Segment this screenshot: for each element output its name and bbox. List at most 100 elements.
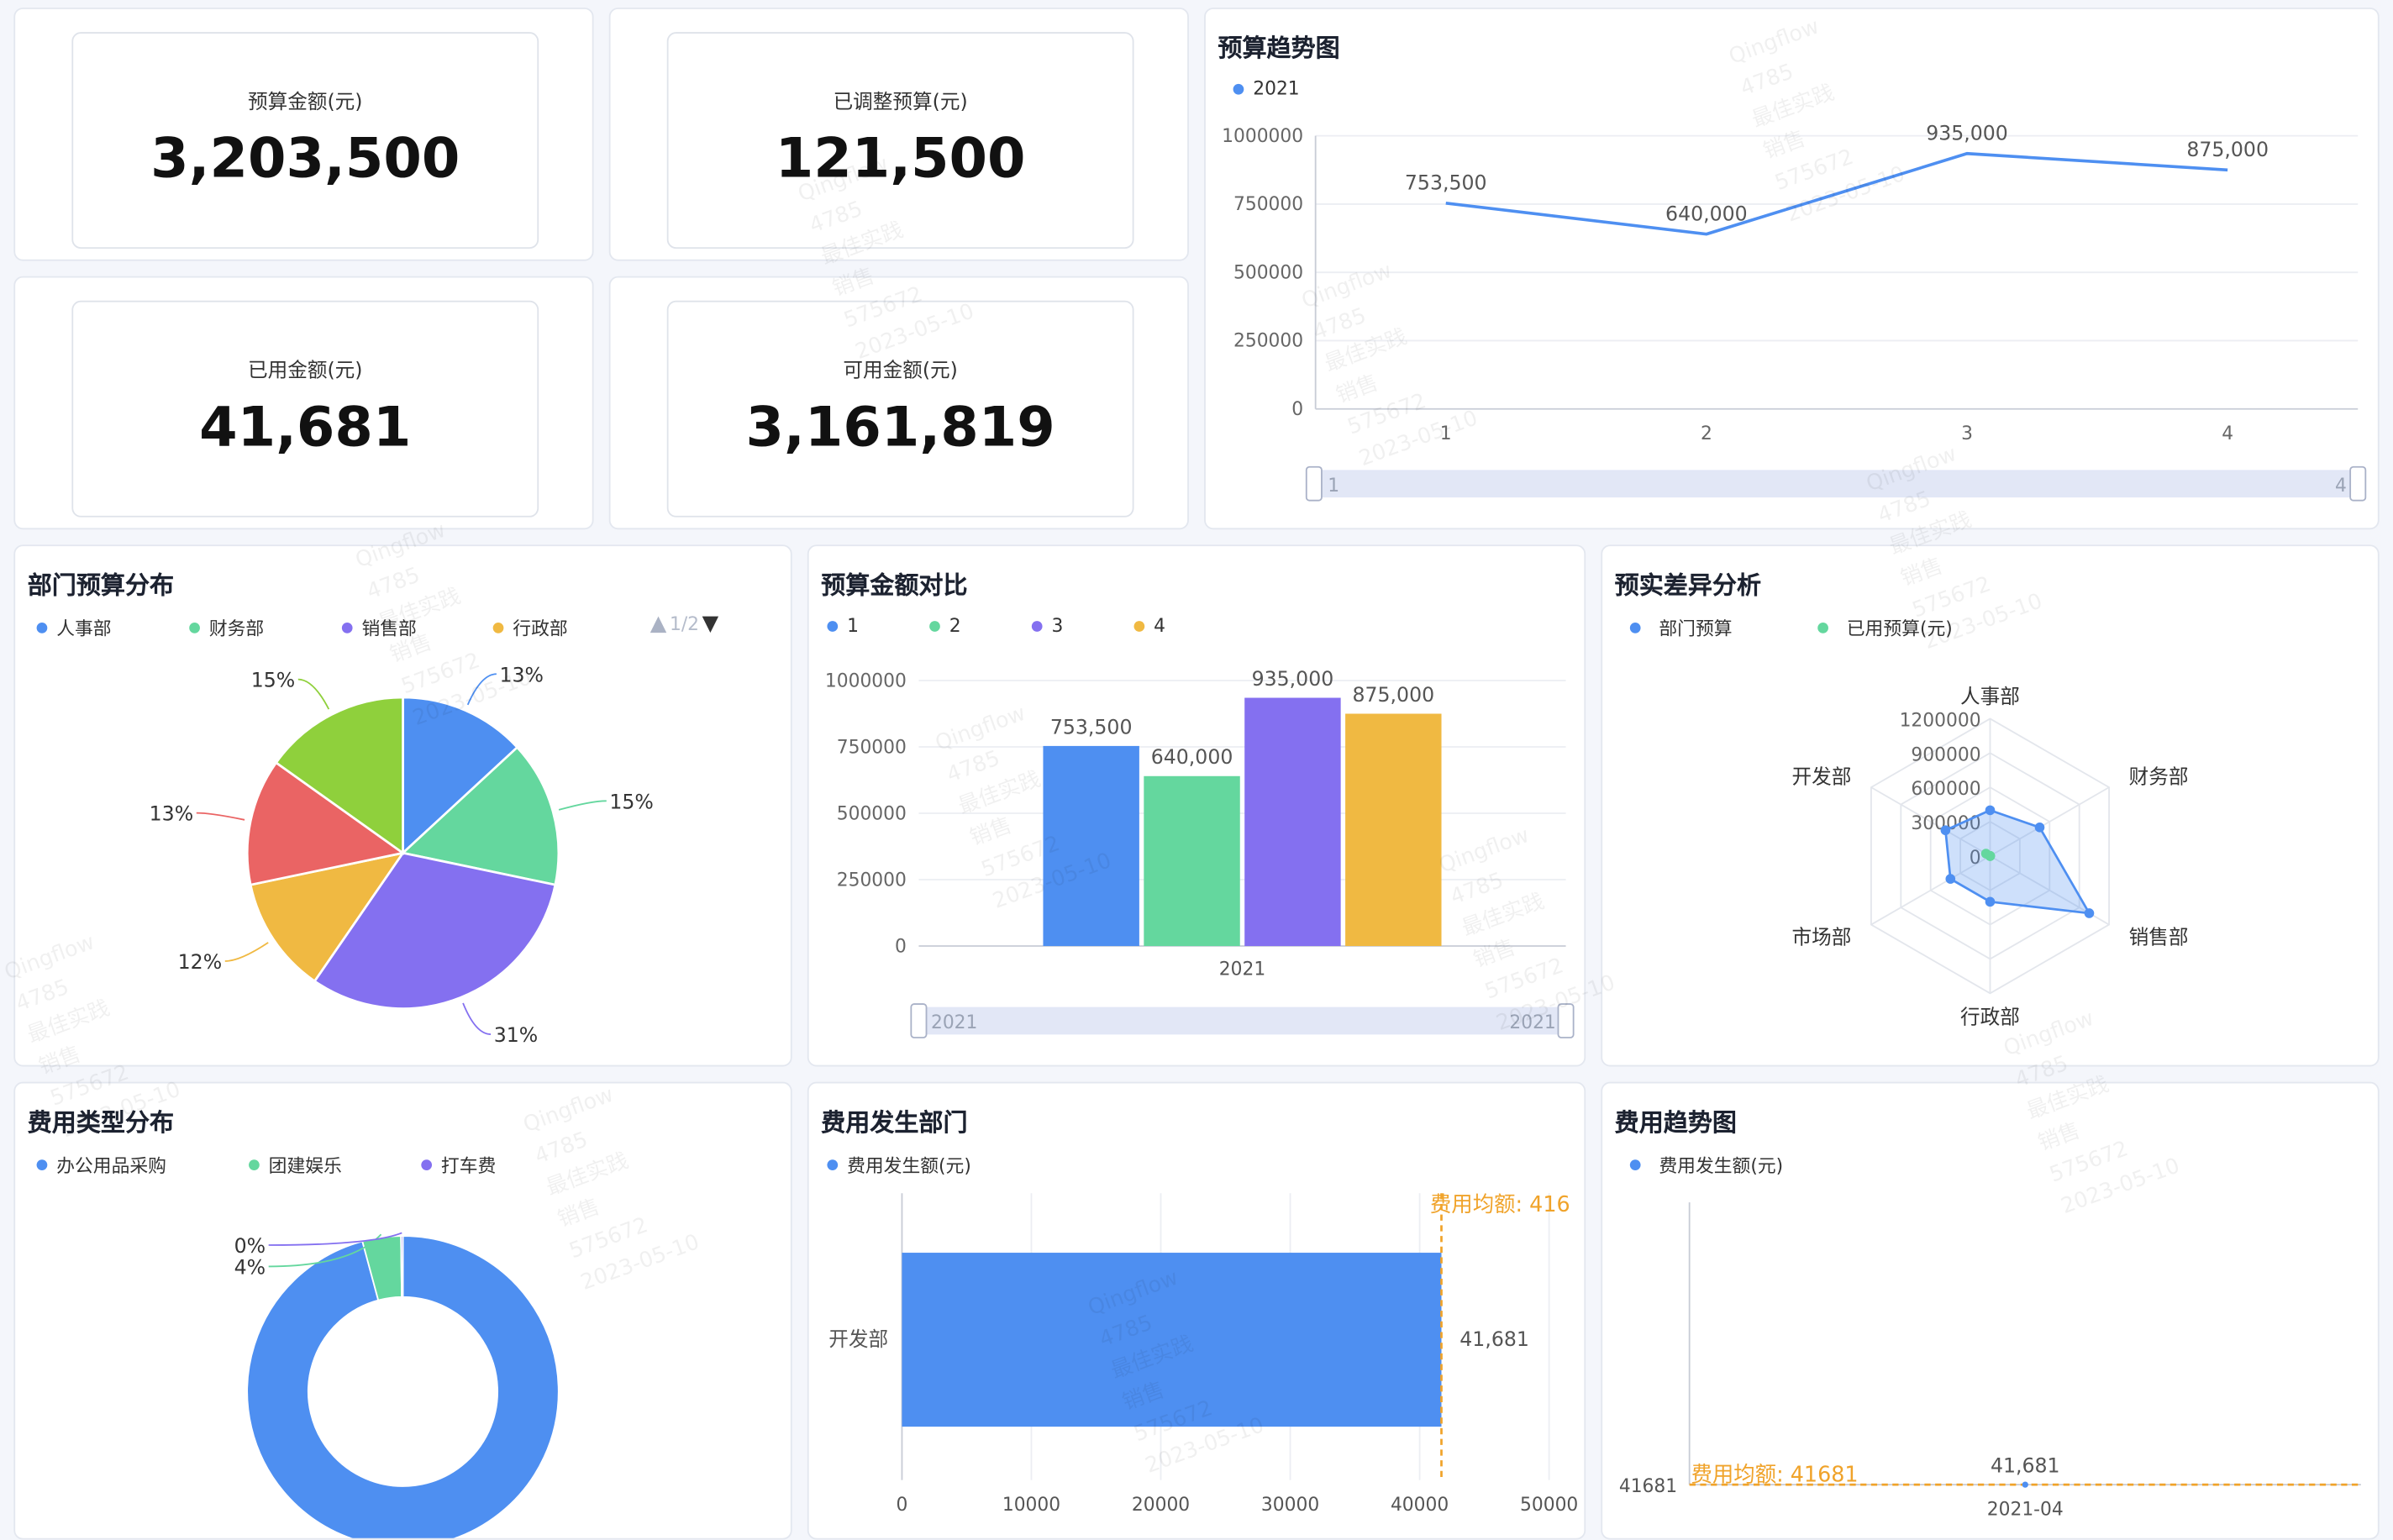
bar-series-2 (1144, 775, 1240, 947)
legend-item-2021[interactable]: 2021 (1233, 78, 1300, 99)
bar-dept (902, 1253, 1442, 1427)
legend-item[interactable]: 人事部 (36, 615, 112, 641)
x-tick-label: 10000 (1002, 1495, 1060, 1516)
kpi-label: 已调整预算(元) (833, 91, 968, 115)
zoom-slider-handle-right[interactable] (1557, 1003, 1575, 1038)
zoom-slider-end-label: 4 (2335, 476, 2347, 497)
label-leader-line (268, 1233, 382, 1268)
pie-slice (245, 760, 406, 886)
legend-label: 办公用品采购 (56, 1154, 167, 1177)
legend-item[interactable]: 部门预算 (1629, 615, 1733, 641)
data-label: 41,681 (1991, 1454, 2060, 1478)
legend-item[interactable]: 打车费 (421, 1152, 496, 1178)
legend-dot (36, 1159, 48, 1170)
average-line-label: 费用均额: 416 (1430, 1191, 1570, 1217)
legend-dot (249, 1159, 260, 1170)
zoom-slider-handle-left[interactable] (1305, 465, 1323, 502)
y-category-label: 开发部 (828, 1327, 888, 1351)
zoom-slider-end-label: 2021 (1509, 1012, 1555, 1033)
panel-title: 预实差异分析 (1614, 570, 1762, 600)
kpi-value: 3,203,500 (150, 128, 460, 192)
legend-label: 部门预算 (1659, 618, 1733, 639)
series-line-2021 (1445, 151, 2228, 236)
legend-label: 费用发生额(元) (1659, 1154, 1784, 1177)
legend-item[interactable]: 2 (929, 614, 961, 637)
radar-axis-label: 人事部 (1960, 685, 2020, 708)
zoom-slider-track[interactable] (918, 1007, 1566, 1035)
panel-title: 费用发生部门 (821, 1107, 968, 1138)
legend-item[interactable]: 费用发生额(元) (827, 1152, 971, 1178)
kpi-card-budget: 预算金额(元) 3,203,500 (71, 32, 539, 250)
legend-item[interactable]: 团建娱乐 (249, 1152, 342, 1178)
zoom-slider-handle-right[interactable] (2349, 465, 2367, 502)
radar-axis-label: 销售部 (2129, 925, 2189, 949)
panel-title: 预算趋势图 (1218, 33, 1340, 63)
kpi-value: 121,500 (775, 128, 1026, 192)
legend-item[interactable]: 财务部 (189, 615, 264, 641)
page-up-icon[interactable]: ▲ (650, 612, 667, 637)
legend-item[interactable]: 行政部 (492, 615, 568, 641)
data-label: 640,000 (1151, 745, 1233, 769)
slice-label: 12% (178, 950, 222, 974)
variance-radar-chart: 人事部财务部销售部行政部市场部开发部0300000600000900000120… (1791, 685, 2189, 1028)
label-leader-line (297, 678, 330, 710)
data-label: 935,000 (1252, 667, 1334, 691)
radar-point (1945, 874, 1956, 884)
y-tick-label: 750000 (837, 737, 907, 758)
y-tick-label: 500000 (837, 803, 907, 824)
y-tick-label: 0 (1291, 399, 1303, 420)
legend-dot (421, 1159, 433, 1170)
legend-label: 2 (949, 614, 961, 637)
legend-item[interactable]: 1 (827, 615, 859, 636)
kpi-panel-top-left: 预算金额(元) 3,203,500 (13, 8, 594, 261)
x-tick-label: 1 (1440, 423, 1452, 444)
x-tick-label: 50000 (1520, 1495, 1578, 1516)
radar-point (2084, 908, 2095, 918)
legend-label: 打车费 (440, 1154, 497, 1177)
y-tick-label: 250000 (1233, 331, 1303, 352)
y-tick-label: 250000 (837, 870, 907, 891)
legend-item[interactable]: 销售部 (341, 615, 417, 641)
legend-item[interactable]: 办公用品采购 (36, 1152, 167, 1178)
kpi-label: 已用金额(元) (248, 360, 363, 383)
budget-compare-panel: 预算金额对比 1 2 3 4 0 250000 500000 750000 100000… (807, 544, 1586, 1067)
x-tick-label: 3 (1961, 423, 1973, 444)
label-leader-line (462, 1002, 492, 1035)
x-tick-label: 2 (1701, 423, 1712, 444)
zoom-slider-track[interactable] (1313, 470, 2359, 498)
radar-tick-label: 0 (1970, 848, 1981, 869)
x-tick-label: 0 (897, 1495, 908, 1516)
expense-dept-bar-chart: 0 10000 20000 30000 40000 50000 开发部 41,681 费用均额… (828, 1191, 1578, 1516)
label-leader-line (224, 942, 269, 962)
radar-spoke (1990, 786, 2110, 857)
kpi-value: 41,681 (199, 397, 412, 460)
data-label: 935,000 (1926, 121, 2008, 145)
x-tick-label: 2021-04 (1987, 1499, 2064, 1520)
radar-tick-label: 1200000 (1900, 710, 1981, 731)
expense-type-panel: 费用类型分布 办公用品采购 团建娱乐 打车费 4% 0% (13, 1081, 792, 1540)
panel-title: 部门预算分布 (27, 570, 175, 600)
panel-title: 费用类型分布 (27, 1107, 175, 1138)
legend-item[interactable]: 3 (1031, 615, 1063, 636)
kpi-label: 预算金额(元) (248, 91, 363, 115)
slice-label: 15% (251, 669, 295, 692)
panel-title: 预算金额对比 (821, 570, 968, 600)
legend-item[interactable]: 已用预算(元) (1817, 615, 1953, 641)
legend-dot (36, 622, 48, 633)
legend-item[interactable]: 费用发生额(元) (1629, 1152, 1784, 1178)
x-tick-label: 30000 (1261, 1495, 1319, 1516)
dept-budget-pie-chart: 13% 15% 31% 12% 13% 15% (150, 663, 654, 1047)
legend-item[interactable]: 4 (1133, 615, 1165, 636)
data-label: 875,000 (1352, 683, 1434, 707)
page-down-icon[interactable]: ▼ (702, 612, 719, 637)
kpi-value: 3,161,819 (745, 397, 1055, 460)
expense-trend-panel: 费用趋势图 费用发生额(元) 41681 41,681 2021-04 费用均额: … (1601, 1081, 2380, 1540)
y-tick-label: 500000 (1233, 262, 1303, 283)
legend-label: 财务部 (208, 618, 265, 639)
legend-dot (341, 622, 353, 633)
radar-point (1980, 849, 1991, 859)
legend-label: 行政部 (513, 618, 568, 639)
panel-title: 费用趋势图 (1614, 1107, 1738, 1138)
pie-slice (313, 851, 557, 1010)
zoom-slider-handle-left[interactable] (910, 1003, 928, 1038)
